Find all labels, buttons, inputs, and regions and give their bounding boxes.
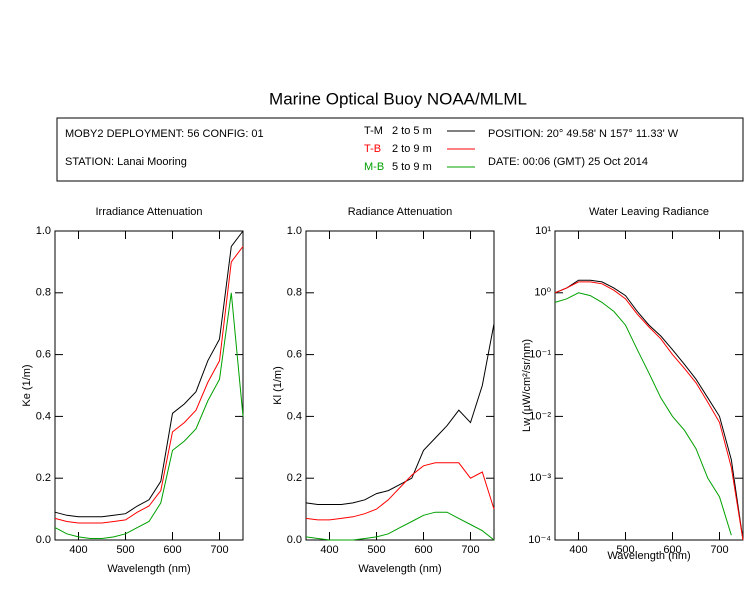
header-box xyxy=(56,117,744,182)
y-tick-label: 10⁻⁴ xyxy=(528,534,551,546)
y-tick-label: 10⁰ xyxy=(534,287,551,299)
x-tick-label: 600 xyxy=(663,544,681,556)
date: DATE: 00:06 (GMT) 25 Oct 2014 xyxy=(488,156,648,168)
main-title: Marine Optical Buoy NOAA/MLML xyxy=(269,89,527,108)
y-tick-label: 0.6 xyxy=(36,349,51,361)
y-tick-label: 0.8 xyxy=(36,287,51,299)
y-tick-label: 10⁻² xyxy=(529,410,551,422)
station: STATION: Lanai Mooring xyxy=(65,156,187,168)
y-tick-label: 1.0 xyxy=(287,225,302,237)
legend-depth: 2 to 5 m xyxy=(392,125,432,137)
y-tick-label: 0.2 xyxy=(287,472,302,484)
y-tick-label: 10⁻¹ xyxy=(529,349,551,361)
data-line xyxy=(554,292,732,536)
x-tick-label: 700 xyxy=(210,544,228,556)
y-tick-label: 10⁻³ xyxy=(529,472,551,484)
y-tick-label: 0.4 xyxy=(287,410,302,422)
x-axis-label: Wavelength (nm) xyxy=(607,550,690,562)
x-tick-label: 700 xyxy=(710,544,728,556)
x-tick-label: 500 xyxy=(116,544,134,556)
y-tick-label: 0.4 xyxy=(36,410,51,422)
position: POSITION: 20° 49.58' N 157° 11.33' W xyxy=(488,128,679,140)
legend-depth: 5 to 9 m xyxy=(392,161,432,173)
panel-title: Radiance Attenuation xyxy=(348,206,453,218)
x-axis-label: Wavelength (nm) xyxy=(358,563,441,575)
data-line xyxy=(305,323,495,505)
panel-title: Irradiance Attenuation xyxy=(95,206,202,218)
x-tick-label: 400 xyxy=(569,544,587,556)
legend-name: T-M xyxy=(364,125,383,137)
x-tick-label: 600 xyxy=(163,544,181,556)
deployment: MOBY2 DEPLOYMENT: 56 CONFIG: 01 xyxy=(65,128,264,140)
x-tick-label: 400 xyxy=(320,544,338,556)
y-tick-label: 0.0 xyxy=(36,534,51,546)
legend-depth: 2 to 9 m xyxy=(392,143,432,155)
y-axis-label: Kl (1/m) xyxy=(272,366,284,405)
y-tick-label: 1.0 xyxy=(36,225,51,237)
x-tick-label: 500 xyxy=(616,544,634,556)
y-tick-label: 0.8 xyxy=(287,287,302,299)
x-tick-label: 700 xyxy=(461,544,479,556)
legend-name: M-B xyxy=(364,161,384,173)
legend-name: T-B xyxy=(364,143,381,155)
y-axis-label: Ke (1/m) xyxy=(21,364,33,406)
data-line xyxy=(554,279,744,541)
y-tick-label: 10¹ xyxy=(535,225,551,237)
y-tick-label: 0.2 xyxy=(36,472,51,484)
y-tick-label: 0.6 xyxy=(287,349,302,361)
x-tick-label: 400 xyxy=(69,544,87,556)
x-tick-label: 600 xyxy=(414,544,432,556)
data-line xyxy=(305,462,495,521)
plot-frame xyxy=(305,230,495,541)
plot-frame xyxy=(54,230,244,541)
data-line xyxy=(54,246,244,524)
data-line xyxy=(54,292,244,539)
x-axis-label: Wavelength (nm) xyxy=(107,563,190,575)
y-tick-label: 0.0 xyxy=(287,534,302,546)
panel-title: Water Leaving Radiance xyxy=(589,206,709,218)
plot-frame xyxy=(554,230,744,541)
x-tick-label: 500 xyxy=(367,544,385,556)
y-axis-label: Lw (µW/cm²/sr/nm) xyxy=(521,339,533,432)
data-line xyxy=(54,230,244,518)
data-line xyxy=(305,511,495,541)
data-line xyxy=(554,281,744,541)
